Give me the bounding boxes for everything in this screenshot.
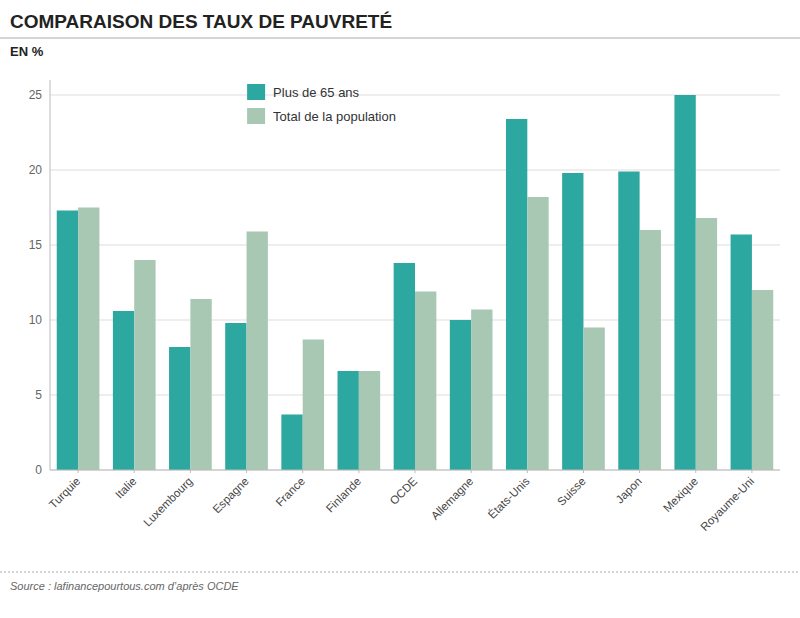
y-tick-label: 10	[29, 313, 43, 327]
x-tick-label: États-Unis	[486, 475, 532, 521]
bar	[450, 320, 471, 470]
grid-line	[50, 170, 780, 171]
x-tick	[695, 470, 696, 473]
chart-container: COMPARAISON DES TAUX DE PAUVRETÉ EN % 0 5 10…	[0, 0, 800, 618]
bar	[618, 172, 639, 471]
x-tick	[751, 470, 752, 473]
bar	[169, 347, 190, 470]
legend-swatch	[247, 84, 265, 100]
x-tick	[246, 470, 247, 473]
x-tick-label: Mexique	[661, 475, 700, 514]
bar	[113, 311, 134, 470]
y-tick-label: 5	[35, 388, 42, 402]
bar	[190, 299, 211, 470]
chart-svg: COMPARAISON DES TAUX DE PAUVRETÉ EN % 0 5 10…	[0, 0, 800, 618]
legend-label: Total de la population	[273, 109, 396, 124]
x-tick	[78, 470, 79, 473]
bar	[78, 208, 99, 471]
x-tick	[134, 470, 135, 473]
x-tick-label: Japon	[613, 475, 644, 506]
bar	[281, 415, 302, 471]
x-tick	[471, 470, 472, 473]
bar	[674, 95, 695, 470]
title: COMPARAISON DES TAUX DE PAUVRETÉ	[10, 11, 392, 32]
x-tick-label: Allemagne	[429, 475, 476, 522]
x-tick	[358, 470, 359, 473]
source-separator	[0, 572, 800, 573]
x-tick-label: Italie	[113, 475, 139, 501]
bar	[415, 292, 436, 471]
bar	[338, 371, 359, 470]
y-tick-label: 25	[29, 88, 43, 102]
bar	[303, 340, 324, 471]
bar	[562, 173, 583, 470]
bar	[752, 290, 773, 470]
grid-line	[50, 95, 780, 96]
x-tick-label: Finlande	[324, 475, 364, 515]
y-axis-label: EN %	[10, 44, 44, 59]
x-tick-label: Royaume-Uni	[698, 475, 756, 533]
x-tick	[415, 470, 416, 473]
x-tick-label: Espagne	[210, 475, 251, 516]
source-note: Source : lafinancepourtous.com d’après O…	[10, 580, 239, 592]
grid	[50, 95, 780, 470]
x-tick-label: Luxembourg	[141, 475, 195, 529]
legend-label: Plus de 65 ans	[273, 85, 360, 100]
bar	[225, 323, 246, 470]
x-tick	[583, 470, 584, 473]
title-separator	[0, 38, 800, 39]
bar	[696, 218, 717, 470]
y-axis-line	[50, 80, 51, 470]
bar	[57, 211, 78, 471]
bar	[471, 310, 492, 471]
bar	[640, 230, 661, 470]
x-tick	[190, 470, 191, 473]
x-tick-label: France	[273, 475, 307, 509]
bar	[506, 119, 527, 470]
bar	[583, 328, 604, 471]
legend: Plus de 65 ans Total de la population	[247, 84, 396, 124]
legend-swatch	[247, 108, 265, 124]
bar	[394, 263, 415, 470]
x-tick	[302, 470, 303, 473]
bar	[359, 371, 380, 470]
bars	[57, 95, 774, 470]
bar	[731, 235, 752, 471]
y-tick-label: 0	[35, 463, 42, 477]
bar	[247, 232, 268, 471]
x-tick-label: Turquie	[47, 475, 83, 511]
x-tick	[639, 470, 640, 473]
bar	[134, 260, 155, 470]
x-tick-label: OCDE	[387, 475, 419, 507]
y-tick-label: 20	[29, 163, 43, 177]
grid-line	[50, 245, 780, 246]
x-tick	[527, 470, 528, 473]
x-tick-label: Suisse	[555, 475, 588, 508]
bar	[527, 197, 548, 470]
y-tick-label: 15	[29, 238, 43, 252]
